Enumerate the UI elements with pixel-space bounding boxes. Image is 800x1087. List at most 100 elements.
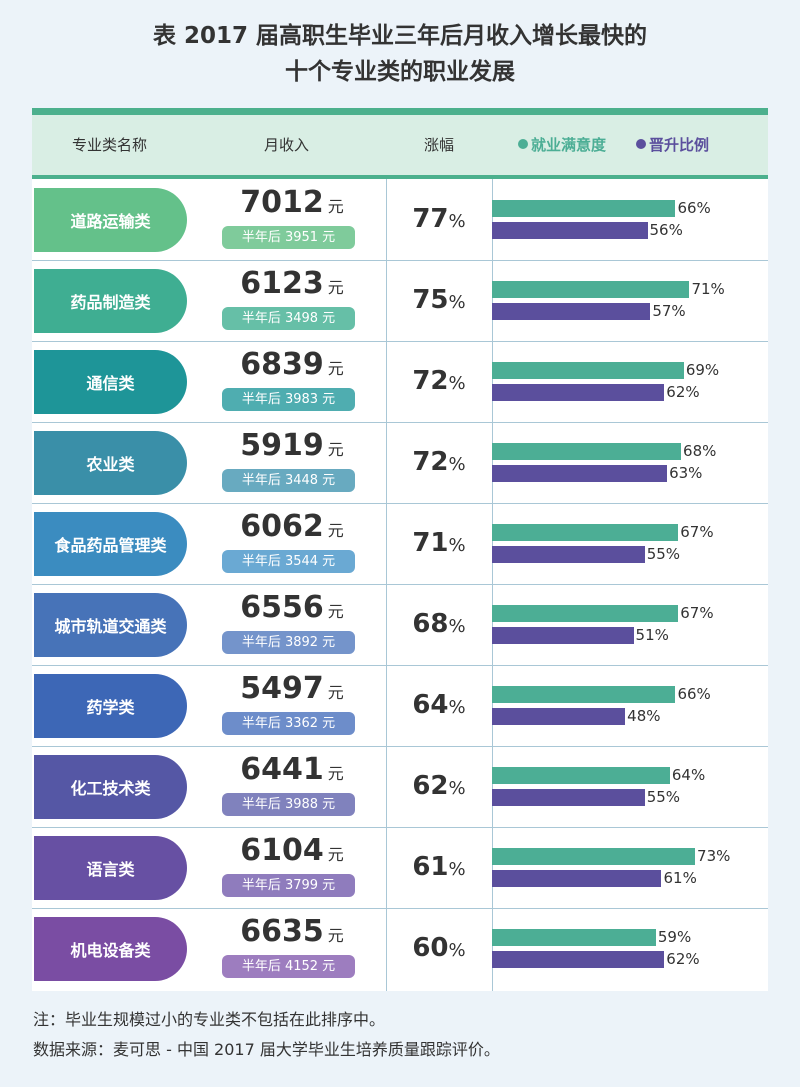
header-top-rule — [32, 108, 768, 115]
half-year-income-badge: 半年后 3544 元 — [222, 550, 355, 573]
satisfaction-bar — [492, 200, 676, 217]
income-unit: 元 — [327, 683, 344, 702]
promotion-label: 61% — [663, 869, 697, 887]
major-label: 城市轨道交通类 — [34, 593, 187, 657]
growth-value: 72 — [412, 366, 449, 396]
column-divider — [492, 179, 493, 991]
income-value: 6839 — [240, 347, 324, 382]
table-row: 道路运输类 7012 元半年后 3951 元 77% 66% 56% — [32, 179, 768, 261]
growth-value: 75 — [412, 285, 449, 315]
growth-rate: 62% — [386, 766, 492, 806]
satisfaction-label: 73% — [697, 847, 731, 865]
satisfaction-label: 64% — [671, 766, 706, 784]
table-row: 机电设备类 6635 元半年后 4152 元 60% 59% 62% — [32, 908, 768, 989]
monthly-income: 5919 元 — [232, 426, 352, 466]
row-divider — [32, 341, 768, 342]
major-label: 化工技术类 — [34, 755, 187, 819]
major-label: 药品制造类 — [34, 269, 187, 333]
header-income: 月收入 — [263, 136, 309, 154]
promotion-bar — [492, 546, 645, 563]
row-divider — [32, 422, 768, 423]
growth-value: 64 — [412, 690, 449, 720]
growth-rate: 71% — [386, 523, 492, 563]
major-label: 机电设备类 — [34, 917, 187, 981]
satisfaction-bar — [492, 362, 684, 379]
promotion-bar — [492, 222, 648, 239]
growth-rate: 61% — [386, 847, 492, 887]
row-divider — [32, 827, 768, 828]
row-divider — [32, 260, 768, 261]
data-source: 数据来源：麦可思 - 中国 2017 届大学毕业生培养质量跟踪评价。 — [33, 1040, 500, 1059]
row-divider — [32, 584, 768, 585]
growth-rate: 77% — [386, 199, 492, 239]
half-year-income-badge: 半年后 3988 元 — [222, 793, 355, 816]
satisfaction-label: 71% — [691, 280, 725, 298]
footnote: 注：毕业生规模过小的专业类不包括在此排序中。 — [33, 1010, 386, 1029]
legend-promotion: 晋升比例 — [636, 115, 709, 175]
satisfaction-bar — [492, 848, 696, 865]
monthly-income: 5497 元 — [232, 669, 352, 709]
satisfaction-label: 67% — [680, 523, 714, 541]
half-year-income-badge: 半年后 3951 元 — [222, 226, 355, 249]
monthly-income: 6556 元 — [232, 588, 352, 628]
chart-title: 表 2017 届高职生毕业三年后月收入增长最快的 十个专业类的职业发展 — [0, 18, 800, 90]
promotion-label: 55% — [646, 545, 681, 563]
income-value: 6123 — [240, 266, 324, 301]
major-label: 药学类 — [34, 674, 187, 738]
promotion-bar — [492, 627, 634, 644]
satisfaction-bar — [492, 767, 670, 784]
income-unit: 元 — [327, 602, 344, 621]
title-line-2: 十个专业类的职业发展 — [285, 59, 515, 85]
monthly-income: 6839 元 — [232, 345, 352, 385]
monthly-income: 6635 元 — [232, 912, 352, 952]
legend-dot-satisfaction — [518, 138, 528, 149]
half-year-income-badge: 半年后 3498 元 — [222, 307, 355, 330]
promotion-label: 62% — [666, 383, 700, 401]
half-year-income-badge: 半年后 4152 元 — [222, 955, 355, 978]
legend-promotion-label: 晋升比例 — [649, 136, 710, 154]
income-value: 6556 — [240, 590, 324, 625]
legend-satisfaction: 就业满意度 — [518, 115, 606, 175]
growth-value: 68 — [412, 609, 449, 639]
monthly-income: 6441 元 — [232, 750, 352, 790]
growth-rate: 72% — [386, 361, 492, 401]
title-line-1: 表 2017 届高职生毕业三年后月收入增长最快的 — [152, 23, 648, 49]
promotion-bar — [492, 951, 665, 968]
table-row: 农业类 5919 元半年后 3448 元 72% 68% 63% — [32, 422, 768, 504]
income-value: 6062 — [240, 509, 324, 544]
promotion-bar — [492, 708, 626, 725]
growth-rate: 60% — [386, 928, 492, 968]
growth-percent-sign: % — [448, 859, 466, 880]
growth-rate: 68% — [386, 604, 492, 644]
half-year-income-badge: 半年后 3799 元 — [222, 874, 355, 897]
table-row: 通信类 6839 元半年后 3983 元 72% 69% 62% — [32, 341, 768, 423]
legend-dot-promotion — [636, 138, 646, 149]
promotion-label: 48% — [627, 707, 661, 725]
satisfaction-label: 66% — [677, 685, 711, 703]
promotion-label: 51% — [635, 626, 669, 644]
table-row: 药学类 5497 元半年后 3362 元 64% 66% 48% — [32, 665, 768, 747]
income-value: 5919 — [240, 428, 324, 463]
income-value: 5497 — [240, 671, 324, 706]
growth-percent-sign: % — [448, 616, 466, 637]
major-label: 农业类 — [34, 431, 187, 495]
income-value: 6635 — [240, 914, 324, 949]
promotion-label: 55% — [646, 788, 681, 806]
header-growth: 涨幅 — [423, 136, 454, 154]
growth-percent-sign: % — [448, 292, 466, 313]
income-value: 7012 — [240, 185, 324, 220]
promotion-bar — [492, 384, 665, 401]
satisfaction-bar — [492, 524, 679, 541]
table-header: 专业类名称 月收入 涨幅 就业满意度 晋升比例 — [32, 115, 768, 175]
income-unit: 元 — [327, 278, 344, 297]
growth-value: 77 — [412, 204, 449, 234]
row-divider — [32, 908, 768, 909]
major-label: 道路运输类 — [34, 188, 187, 252]
table-row: 药品制造类 6123 元半年后 3498 元 75% 71% 57% — [32, 260, 768, 342]
growth-percent-sign: % — [448, 697, 466, 718]
growth-value: 60 — [412, 933, 449, 963]
column-divider — [386, 179, 387, 991]
growth-percent-sign: % — [448, 454, 466, 475]
satisfaction-bar — [492, 605, 679, 622]
row-divider — [32, 746, 768, 747]
